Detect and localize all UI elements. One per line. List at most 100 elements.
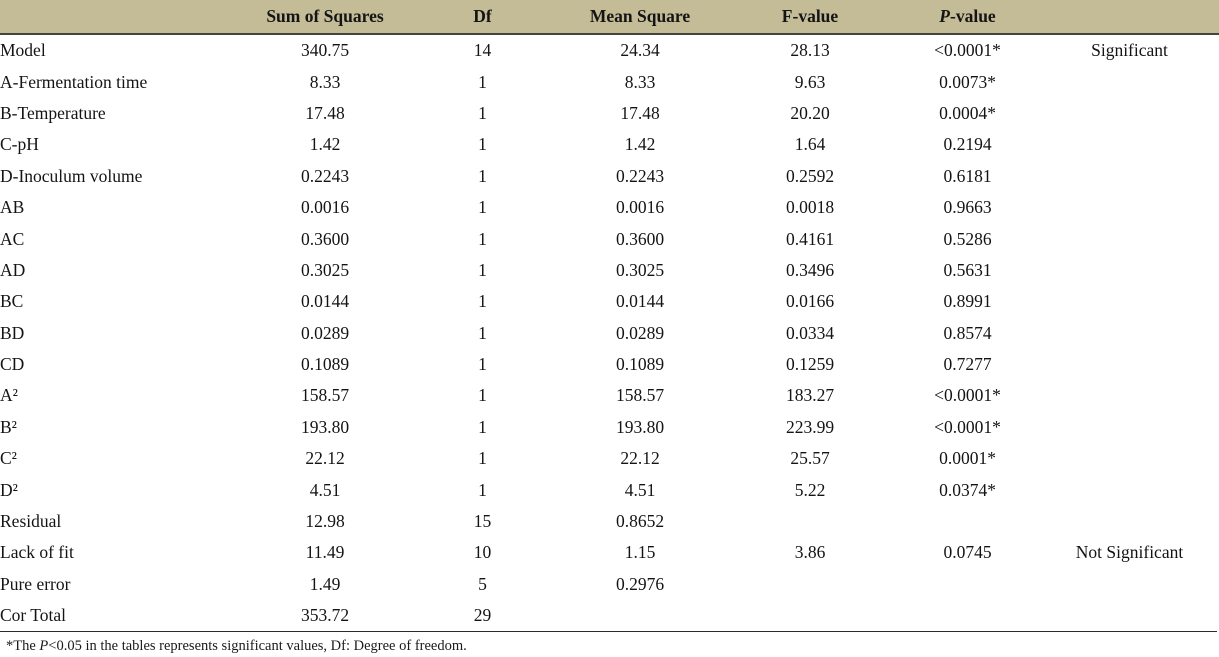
cell-df: 10 [473, 542, 492, 563]
cell-mean-square: 0.0289 [615, 322, 665, 343]
table-row: A² 158.57 1 158.57 183.27 <0.0001* [0, 380, 1219, 411]
cell-mean-square: 17.48 [620, 102, 660, 123]
footnote-prefix: *The [6, 638, 40, 655]
cell-p-value: 0.0374* [939, 479, 996, 500]
cell-df: 1 [478, 134, 487, 155]
cell-mean-square: 0.3025 [615, 259, 665, 280]
cell-f-value: 20.20 [790, 102, 830, 123]
cell-p-value: 0.0001* [939, 448, 996, 469]
cell-p-value: <0.0001* [934, 385, 1001, 406]
cell-p-value: <0.0001* [934, 40, 1001, 61]
cell-significance [1040, 286, 1219, 317]
cell-source: C² [0, 448, 17, 469]
cell-mean-square: 1.15 [624, 542, 656, 563]
col-header-p-value: P-value [895, 0, 1040, 35]
cell-p-value: 0.5631 [943, 259, 992, 280]
cell-significance [1040, 443, 1219, 474]
cell-mean-square: 158.57 [615, 385, 665, 406]
cell-p-value: <0.0001* [934, 416, 1001, 437]
cell-significance [1040, 255, 1219, 286]
p-value-rest: -value [950, 6, 996, 26]
cell-p-value: 0.6181 [943, 165, 992, 186]
table-row: A-Fermentation time 8.33 1 8.33 9.63 0.0… [0, 66, 1219, 97]
col-header-sum-of-squares: Sum of Squares [240, 0, 410, 35]
cell-p-value [895, 506, 1040, 537]
cell-f-value: 183.27 [785, 385, 835, 406]
cell-significance: Not Significant [1075, 542, 1184, 563]
cell-p-value [895, 600, 1040, 631]
cell-sum-of-squares: 8.33 [309, 71, 341, 92]
cell-significance [1040, 569, 1219, 600]
cell-df: 1 [478, 71, 487, 92]
cell-f-value: 28.13 [790, 40, 830, 61]
cell-source: BC [0, 291, 24, 312]
cell-df: 15 [473, 511, 492, 532]
cell-f-value: 25.57 [790, 448, 830, 469]
cell-df: 14 [473, 40, 492, 61]
cell-df: 1 [478, 448, 487, 469]
cell-source: Pure error [0, 573, 71, 594]
cell-sum-of-squares: 0.1089 [300, 354, 350, 375]
cell-mean-square: 1.42 [624, 134, 656, 155]
cell-sum-of-squares: 0.3025 [300, 259, 350, 280]
table-row: Residual 12.98 15 0.8652 [0, 506, 1219, 537]
table-row: AB 0.0016 1 0.0016 0.0018 0.9663 [0, 192, 1219, 223]
table-row: Model 340.75 14 24.34 28.13 <0.0001* Sig… [0, 34, 1219, 66]
cell-sum-of-squares: 353.72 [300, 605, 350, 626]
cell-df: 1 [478, 479, 487, 500]
cell-mean-square: 0.1089 [615, 354, 665, 375]
cell-significance [1040, 474, 1219, 505]
cell-source: BD [0, 322, 25, 343]
cell-significance [1040, 223, 1219, 254]
cell-significance [1040, 600, 1219, 631]
cell-p-value [895, 569, 1040, 600]
cell-mean-square: 0.8652 [615, 511, 665, 532]
cell-sum-of-squares: 17.48 [305, 102, 345, 123]
cell-mean-square: 8.33 [624, 71, 656, 92]
col-header-f-value: F-value [725, 0, 895, 35]
table-row: Cor Total 353.72 29 [0, 600, 1219, 631]
col-header-df: Df [410, 0, 555, 35]
cell-f-value: 0.0018 [785, 197, 835, 218]
cell-mean-square: 193.80 [615, 416, 665, 437]
table-row: BD 0.0289 1 0.0289 0.0334 0.8574 [0, 318, 1219, 349]
cell-df: 1 [478, 322, 487, 343]
cell-source: CD [0, 354, 25, 375]
table-header-row: Sum of Squares Df Mean Square F-value P-… [0, 0, 1219, 35]
cell-sum-of-squares: 0.3600 [300, 228, 350, 249]
col-header-mean-square: Mean Square [555, 0, 725, 35]
cell-p-value: 0.9663 [943, 197, 992, 218]
cell-significance: Significant [1091, 40, 1168, 61]
cell-p-value: 0.0745 [943, 542, 992, 563]
cell-p-value: 0.0004* [939, 102, 996, 123]
cell-f-value: 0.1259 [785, 354, 835, 375]
cell-mean-square: 0.3600 [615, 228, 665, 249]
cell-sum-of-squares: 1.49 [309, 573, 341, 594]
cell-mean-square: 0.2976 [615, 573, 665, 594]
cell-source: AD [0, 259, 26, 280]
cell-f-value: 0.0166 [785, 291, 835, 312]
cell-mean-square: 0.0016 [615, 197, 665, 218]
cell-p-value: 0.8991 [943, 291, 992, 312]
cell-sum-of-squares: 0.0144 [300, 291, 350, 312]
table-row: B-Temperature 17.48 1 17.48 20.20 0.0004… [0, 98, 1219, 129]
cell-sum-of-squares: 11.49 [305, 542, 345, 563]
cell-source: B² [0, 416, 17, 437]
table-row: D-Inoculum volume 0.2243 1 0.2243 0.2592… [0, 161, 1219, 192]
cell-source: A-Fermentation time [0, 71, 148, 92]
cell-p-value: 0.5286 [943, 228, 992, 249]
cell-sum-of-squares: 4.51 [309, 479, 341, 500]
cell-f-value: 3.86 [794, 542, 826, 563]
table-row: BC 0.0144 1 0.0144 0.0166 0.8991 [0, 286, 1219, 317]
cell-source: D-Inoculum volume [0, 165, 143, 186]
cell-f-value: 5.22 [794, 479, 826, 500]
cell-mean-square: 0.2243 [615, 165, 665, 186]
col-header-significance [1040, 0, 1219, 35]
cell-f-value: 0.0334 [785, 322, 835, 343]
cell-p-value: 0.0073* [939, 71, 996, 92]
cell-sum-of-squares: 340.75 [300, 40, 350, 61]
cell-significance [1040, 98, 1219, 129]
cell-source: Lack of fit [0, 542, 74, 563]
cell-significance [1040, 506, 1219, 537]
